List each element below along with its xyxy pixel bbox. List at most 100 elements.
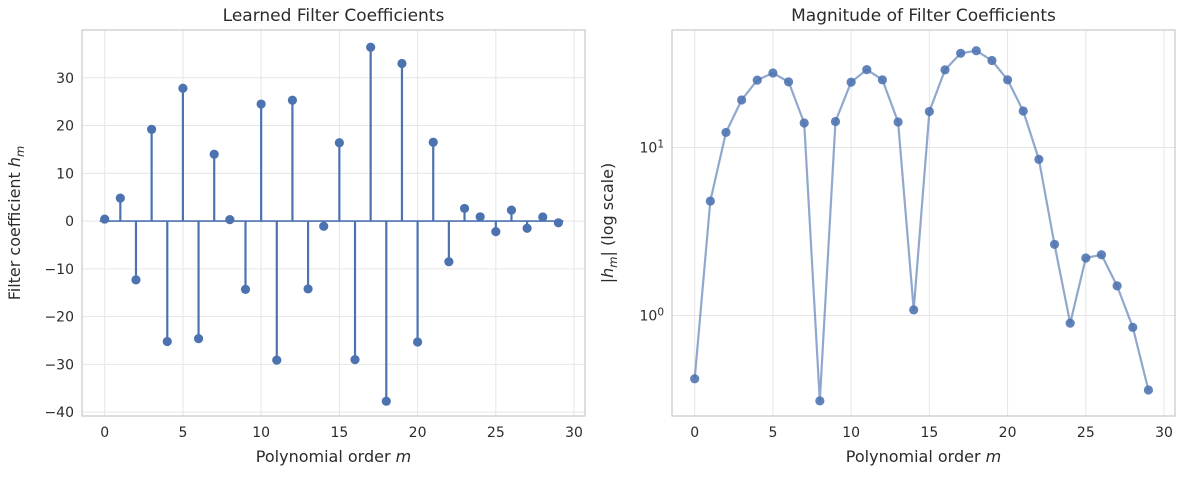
x-tick-label: 5 bbox=[768, 425, 777, 441]
series-marker bbox=[1081, 253, 1091, 263]
stem-marker bbox=[115, 193, 125, 203]
x-tick-label: 20 bbox=[409, 425, 427, 441]
x-tick-label: 15 bbox=[330, 425, 348, 441]
label-part: m bbox=[396, 447, 412, 466]
x-tick-label: 25 bbox=[487, 425, 505, 441]
stem-marker bbox=[459, 203, 470, 214]
stem-marker bbox=[287, 95, 298, 105]
stem-marker bbox=[193, 334, 204, 344]
series-marker bbox=[987, 55, 997, 66]
label-part: Polynomial order bbox=[846, 447, 986, 466]
y-tick-label: −10 bbox=[44, 262, 74, 278]
stem-marker bbox=[366, 42, 376, 52]
stem-marker bbox=[100, 214, 110, 224]
stem-marker bbox=[272, 355, 282, 365]
series-marker bbox=[1049, 239, 1060, 249]
series-marker bbox=[971, 46, 981, 56]
label-part: Polynomial order bbox=[256, 447, 396, 466]
series-marker bbox=[799, 118, 809, 128]
series-marker bbox=[1143, 385, 1154, 395]
label-part: h bbox=[5, 157, 24, 167]
series-marker bbox=[924, 106, 934, 117]
y-tick-label: −30 bbox=[44, 357, 74, 373]
axes-spines bbox=[81, 29, 586, 417]
stem-marker bbox=[506, 205, 517, 215]
y-tick-label: 100 bbox=[639, 306, 664, 324]
stem-marker bbox=[553, 218, 564, 228]
label-part: 10 bbox=[639, 141, 657, 157]
label-part: m bbox=[13, 146, 27, 157]
series-marker bbox=[690, 374, 700, 384]
stem-marker bbox=[209, 149, 219, 159]
series-marker bbox=[862, 65, 872, 75]
series-marker bbox=[1065, 318, 1075, 328]
y-tick-label: 10 bbox=[56, 166, 74, 182]
stem-marker bbox=[381, 396, 391, 406]
x-tick-label: 0 bbox=[690, 425, 699, 441]
axis-title: Learned Filter Coefficients bbox=[223, 6, 445, 26]
label-part: Filter coefficient bbox=[5, 167, 24, 300]
x-axis-label: Polynomial order m bbox=[846, 447, 1001, 466]
stem-marker bbox=[178, 83, 188, 93]
series-marker bbox=[815, 396, 825, 406]
stem-marker bbox=[256, 99, 266, 109]
series-marker bbox=[768, 68, 778, 78]
x-tick-label: 0 bbox=[100, 425, 109, 441]
stem-marker bbox=[522, 223, 532, 233]
stem-marker bbox=[397, 58, 407, 69]
x-axis-label: Polynomial order m bbox=[256, 447, 411, 466]
series-marker bbox=[1034, 154, 1044, 164]
label-part: 0 bbox=[657, 306, 664, 318]
label-part: m bbox=[606, 256, 620, 267]
stem-marker bbox=[475, 212, 485, 222]
stem-marker bbox=[147, 124, 157, 134]
series-marker bbox=[783, 77, 794, 87]
x-tick-label: 10 bbox=[842, 425, 860, 441]
series-marker bbox=[721, 127, 731, 138]
stem-marker bbox=[412, 337, 423, 347]
series-marker bbox=[956, 48, 966, 58]
y-tick-label: −40 bbox=[44, 405, 74, 421]
y-tick-label: 101 bbox=[639, 139, 664, 157]
x-tick-label: 10 bbox=[252, 425, 270, 441]
series-marker bbox=[830, 116, 841, 127]
y-axis-label: |hm| (log scale) bbox=[598, 163, 620, 283]
stem-plot: 0 5 10 15 20 25 30 30 20 10 0 −10 −20 −30 −40 Learned F… bbox=[5, 6, 586, 466]
series-line bbox=[693, 49, 1150, 402]
series-marker bbox=[1018, 106, 1028, 116]
stem-marker bbox=[491, 226, 501, 237]
label-part: 1 bbox=[657, 139, 664, 151]
y-tick-label: 0 bbox=[65, 214, 74, 230]
series-marker bbox=[737, 95, 747, 105]
label-part: | (log scale) bbox=[598, 163, 617, 257]
stem-marker bbox=[334, 138, 344, 148]
x-tick-label: 30 bbox=[1155, 425, 1173, 441]
x-tick-label: 20 bbox=[999, 425, 1017, 441]
y-tick-label: 30 bbox=[56, 71, 74, 87]
x-tick-label: 5 bbox=[178, 425, 187, 441]
series-marker bbox=[940, 65, 950, 75]
label-part: 10 bbox=[639, 308, 657, 324]
series-marker bbox=[752, 75, 762, 85]
series-marker bbox=[893, 117, 903, 127]
axes-spines bbox=[671, 29, 1176, 417]
series-marker bbox=[846, 77, 856, 87]
series-marker bbox=[1002, 75, 1013, 85]
y-axis-label: Filter coefficient hm bbox=[5, 146, 27, 301]
label-part: h bbox=[598, 268, 617, 278]
series-marker bbox=[1096, 250, 1107, 260]
stem-marker bbox=[240, 284, 251, 295]
axis-title: Magnitude of Filter Coefficients bbox=[791, 6, 1056, 26]
x-tick-label: 25 bbox=[1077, 425, 1095, 441]
series-marker bbox=[705, 196, 715, 206]
stem-marker bbox=[162, 336, 172, 347]
stem-marker bbox=[444, 257, 454, 267]
stem-marker bbox=[131, 275, 141, 285]
stem-marker bbox=[538, 212, 548, 222]
series-marker bbox=[1112, 281, 1122, 291]
stem-marker bbox=[303, 284, 313, 294]
x-tick-label: 15 bbox=[920, 425, 938, 441]
